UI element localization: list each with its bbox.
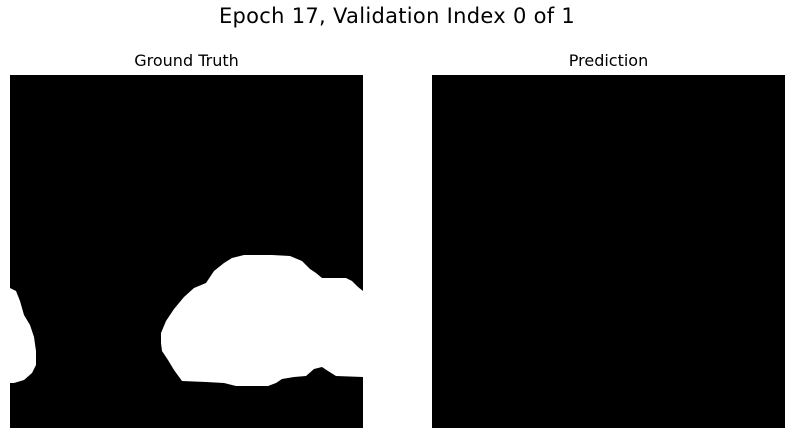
prediction-background [432, 75, 785, 428]
ground-truth-mask-left [10, 288, 36, 383]
ground-truth-title: Ground Truth [134, 51, 239, 70]
ground-truth-image [10, 75, 363, 428]
figure-title: Epoch 17, Validation Index 0 of 1 [218, 4, 576, 28]
ground-truth-mask-right [161, 255, 363, 386]
prediction-title: Prediction [568, 51, 649, 70]
prediction-image [432, 75, 785, 428]
